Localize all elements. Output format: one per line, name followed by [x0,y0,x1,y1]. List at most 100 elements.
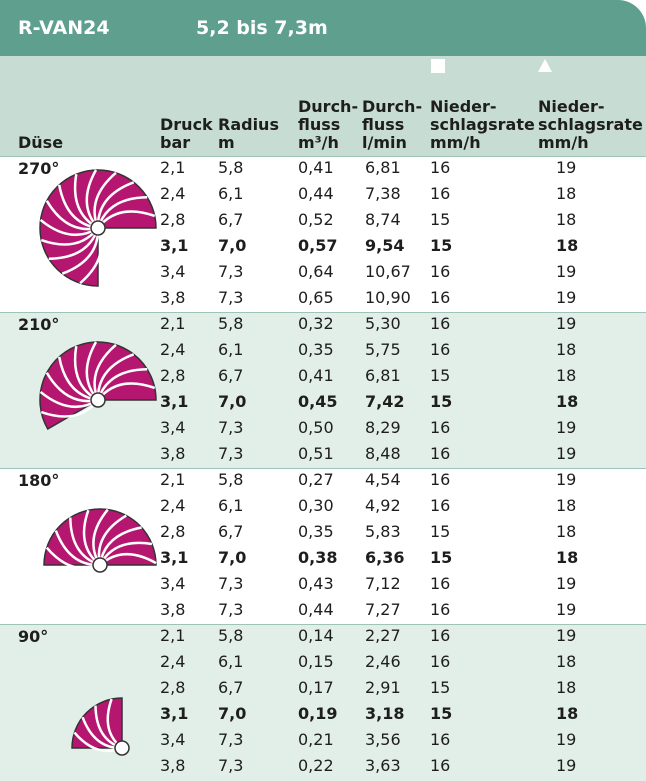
cell: 2,4 [160,496,186,515]
cell: 18 [556,704,579,723]
cell: 7,3 [218,418,244,437]
column-label: mm/h [538,133,589,152]
cell: 3,8 [160,600,186,619]
cell: 8,48 [365,444,401,463]
cell: 3,1 [160,236,189,255]
cell: 16 [430,444,451,463]
cell: 5,8 [218,626,244,645]
cell: 5,8 [218,470,244,489]
cell: 16 [430,756,451,775]
cell: 18 [556,678,577,697]
cell: 5,83 [365,522,401,541]
cell: 3,4 [160,262,186,281]
column-label: Nieder- [430,97,497,116]
cell: 19 [556,158,577,177]
cell: 10,67 [365,262,411,281]
cell: 7,42 [365,392,405,411]
cell: 16 [430,626,451,645]
cell: 7,3 [218,262,244,281]
cell: 7,3 [218,756,244,775]
cell: 6,81 [365,366,401,385]
cell: 16 [430,600,451,619]
cell: 0,35 [298,340,334,359]
cell: 16 [430,158,451,177]
column-label: Druck [160,115,213,134]
cell: 2,8 [160,522,186,541]
column-header: Düse Druck bar Radius m Durch-fluss m³/h Durch-… [0,56,646,156]
cell: 5,8 [218,314,244,333]
column-label: Durch- [362,97,423,116]
cell: 3,4 [160,574,186,593]
cell: 19 [556,288,577,307]
cell: 6,1 [218,496,244,515]
cell: 2,8 [160,210,186,229]
cell: 0,27 [298,470,334,489]
cell: 6,7 [218,366,244,385]
cell: 19 [556,262,577,281]
cell: 4,92 [365,496,401,515]
cell: 6,1 [218,340,244,359]
cell: 18 [556,236,579,255]
cell: 6,7 [218,522,244,541]
cell: 3,8 [160,288,186,307]
cell: 18 [556,522,577,541]
column-label: Düse [18,133,64,152]
cell: 0,43 [298,574,334,593]
column-label: Radius [218,115,279,134]
cell: 15 [430,704,453,723]
cell: 19 [556,314,577,333]
cell: 16 [430,652,451,671]
cell: 6,36 [365,548,405,567]
angle-label: 90° [18,627,49,646]
cell: 19 [556,626,577,645]
cell: 2,46 [365,652,401,671]
cell: 18 [556,210,577,229]
cell: 7,0 [218,548,247,567]
cell: 7,12 [365,574,401,593]
cell: 18 [556,184,577,203]
cell: 16 [430,262,451,281]
cell: 0,45 [298,392,338,411]
cell: 19 [556,756,577,775]
cell: 7,0 [218,392,247,411]
column-label: schlagsrate [538,115,643,134]
column-label: m³/h [298,133,339,152]
cell: 18 [556,652,577,671]
column-label: Nieder- [538,97,605,116]
cell: 8,29 [365,418,401,437]
column-label: schlagsrate [430,115,535,134]
cell: 0,35 [298,522,334,541]
cell: 7,0 [218,236,247,255]
cell: 18 [556,496,577,515]
column-label: Durch- [298,97,359,116]
cell: 7,3 [218,288,244,307]
cell: 15 [430,522,451,541]
cell: 0,22 [298,756,334,775]
cell: 0,17 [298,678,334,697]
cell: 18 [556,548,579,567]
cell: 5,8 [218,158,244,177]
cell: 0,30 [298,496,334,515]
column-label: bar [160,133,191,152]
cell: 9,54 [365,236,405,255]
cell: 16 [430,418,451,437]
cell: 3,4 [160,418,186,437]
cell: 18 [556,366,577,385]
cell: 2,1 [160,626,186,645]
cell: 15 [430,210,451,229]
column-label: l/min [362,133,407,152]
cell: 7,3 [218,444,244,463]
angle-label: 210° [18,315,60,334]
cell: 7,0 [218,704,247,723]
cell: 0,57 [298,236,338,255]
cell: 0,52 [298,210,334,229]
square-symbol [431,59,445,73]
cell: 8,74 [365,210,401,229]
cell: 3,8 [160,444,186,463]
title-bar: R-VAN24 5,2 bis 7,3m [0,0,646,56]
cell: 16 [430,340,451,359]
cell: 2,4 [160,184,186,203]
cell: 19 [556,470,577,489]
cell: 0,41 [298,158,334,177]
